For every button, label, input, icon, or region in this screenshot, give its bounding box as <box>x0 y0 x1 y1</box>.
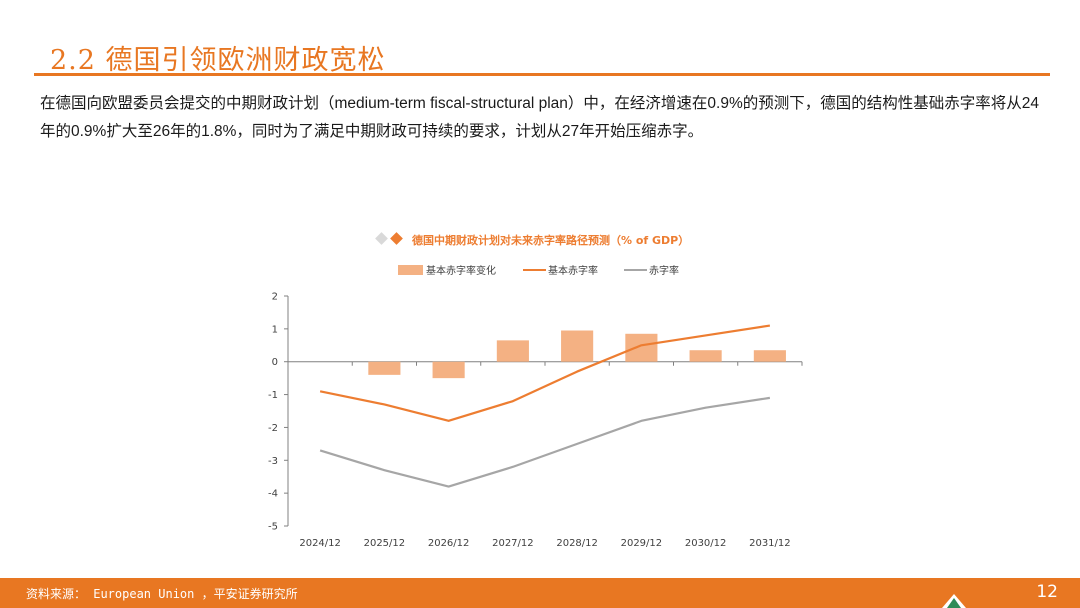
primary-deficit-line <box>319 324 771 422</box>
bar-2027-12 <box>496 340 529 362</box>
title-diamond-gray-icon <box>375 232 388 245</box>
chart-container: 德国中期财政计划对未来赤字率路径预测（% of GDP） 基本赤字率变化 基本赤… <box>250 222 810 557</box>
x-tick-label: 2028/12 <box>556 538 598 549</box>
y-tick-label: 1 <box>272 324 278 335</box>
title-divider <box>34 73 1050 76</box>
footer-bar: 资料来源： European Union ，平安证券研究所 12 <box>0 578 1080 608</box>
y-tick-label: -4 <box>268 489 278 500</box>
company-logo-icon <box>942 594 966 608</box>
bar-2031-12 <box>753 350 786 362</box>
chart-title-group: 德国中期财政计划对未来赤字率路径预测（% of GDP） <box>375 232 689 247</box>
y-tick-label: -1 <box>268 390 278 401</box>
footer-source: 资料来源： European Union ，平安证券研究所 <box>26 587 298 601</box>
bar-2025-12 <box>368 361 401 375</box>
legend-label: 基本赤字率 <box>548 264 598 277</box>
bar-2028-12 <box>561 330 594 362</box>
bar-2029-12 <box>625 333 658 362</box>
x-tick-label: 2030/12 <box>685 538 727 549</box>
y-tick-label: 2 <box>272 292 278 303</box>
x-tick-label: 2026/12 <box>428 538 470 549</box>
x-tick-label: 2029/12 <box>621 538 663 549</box>
body-paragraph: 在德国向欧盟委员会提交的中期财政计划（medium-term fiscal-st… <box>40 95 1039 140</box>
legend-label: 基本赤字率变化 <box>426 264 496 277</box>
y-tick-label: -5 <box>268 522 278 533</box>
legend-swatch-bar <box>398 265 423 275</box>
bar-2030-12 <box>689 350 722 362</box>
page-number: 12 <box>1036 582 1058 602</box>
x-tick-label: 2031/12 <box>749 538 791 549</box>
y-tick-label: -2 <box>268 423 278 434</box>
legend-label: 赤字率 <box>649 264 679 277</box>
chart-title: 德国中期财政计划对未来赤字率路径预测（% of GDP） <box>411 233 689 247</box>
x-tick-label: 2024/12 <box>299 538 341 549</box>
x-tick-label: 2025/12 <box>364 538 406 549</box>
x-tick-label: 2027/12 <box>492 538 534 549</box>
title-diamond-orange-icon <box>390 232 403 245</box>
chart-legend: 基本赤字率变化 基本赤字率 赤字率 <box>398 264 679 277</box>
deficit-line <box>319 396 771 488</box>
y-tick-label: -3 <box>268 456 278 467</box>
page-title: 2.2 德国引领欧洲财政宽松 <box>50 45 386 76</box>
y-tick-label: 0 <box>272 357 278 368</box>
deficit-chart: 德国中期财政计划对未来赤字率路径预测（% of GDP） 基本赤字率变化 基本赤… <box>268 232 803 549</box>
bar-2026-12 <box>432 361 465 379</box>
